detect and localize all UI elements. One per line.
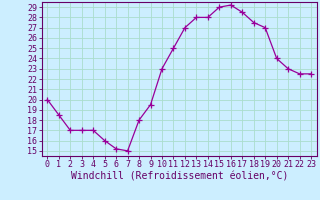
X-axis label: Windchill (Refroidissement éolien,°C): Windchill (Refroidissement éolien,°C) — [70, 172, 288, 182]
